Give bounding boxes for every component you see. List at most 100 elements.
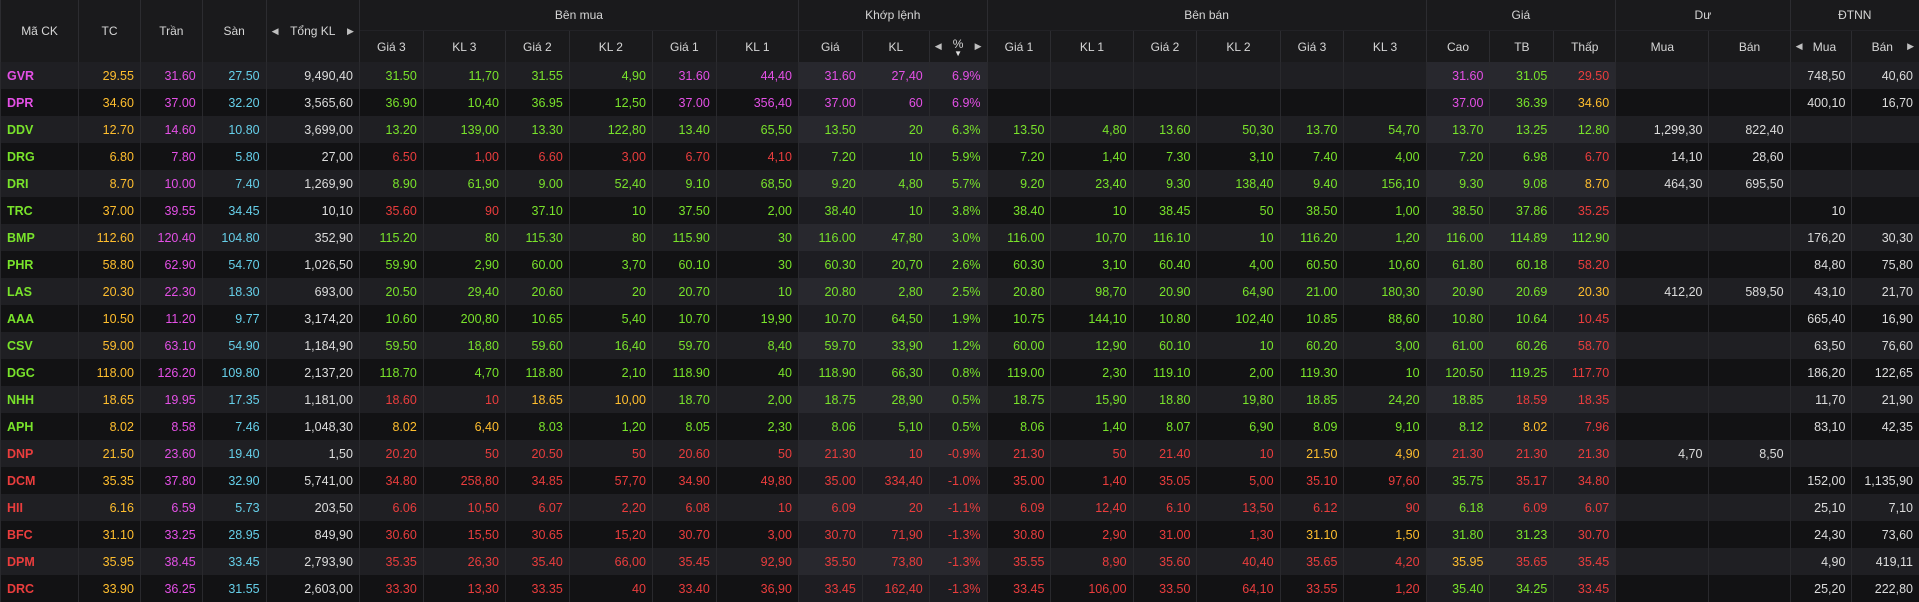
symbol-cell[interactable]: AAA [1,305,79,332]
ask-vol2-cell: 4,00 [1197,251,1280,278]
ask-vol3-header[interactable]: KL 3 [1344,31,1426,63]
bid-vol1-cell: 356,40 [716,89,798,116]
low-price-cell: 21.30 [1554,440,1616,467]
symbol-cell[interactable]: APH [1,413,79,440]
ask-price2-header[interactable]: Giá 2 [1133,31,1197,63]
bid-price3-cell: 8.90 [359,170,423,197]
col-floor-header[interactable]: Sàn [202,0,266,62]
foreign-buy-cell: 25,10 [1790,494,1852,521]
low-header[interactable]: Thấp [1554,31,1616,63]
remain-sell-cell [1709,548,1790,575]
foreign-buy-cell [1790,440,1852,467]
col-symbol-header[interactable]: Mã CK [1,0,79,62]
bid-vol2-header[interactable]: KL 2 [569,31,652,63]
col-ceiling-header[interactable]: Trần [140,0,202,62]
symbol-cell[interactable]: GVR [1,62,79,89]
symbol-cell[interactable]: LAS [1,278,79,305]
low-price-cell: 34.80 [1554,467,1616,494]
symbol-cell[interactable]: NHH [1,386,79,413]
ask-price1-cell: 20.80 [987,278,1051,305]
chevron-left-icon[interactable]: ◀ [272,26,279,37]
symbol-cell[interactable]: DPR [1,89,79,116]
symbol-cell[interactable]: HII [1,494,79,521]
match-percent-cell: 1.2% [929,332,987,359]
match-percent-cell: 0.5% [929,386,987,413]
remain-sell-header[interactable]: Bán [1709,31,1790,63]
col-total-volume-header[interactable]: ◀ Tổng KL ▶ [266,0,359,62]
ceiling-price-cell: 37.00 [140,89,202,116]
avg-price-cell: 20.69 [1490,278,1554,305]
ask-vol3-cell: 156,10 [1344,170,1426,197]
symbol-cell[interactable]: DRI [1,170,79,197]
high-header[interactable]: Cao [1426,31,1490,63]
symbol-cell[interactable]: PHR [1,251,79,278]
foreign-buy-cell: 400,10 [1790,89,1852,116]
match-volume-header[interactable]: KL [862,31,929,63]
chevron-right-icon[interactable]: ▶ [975,41,982,52]
ask-vol2-header[interactable]: KL 2 [1197,31,1280,63]
chevron-left-icon[interactable]: ◀ [935,41,942,52]
remain-buy-header[interactable]: Mua [1616,31,1709,63]
bid-price2-cell: 18.65 [505,386,569,413]
match-volume-cell: 20 [862,494,929,521]
symbol-cell[interactable]: TRC [1,197,79,224]
bid-vol3-header[interactable]: KL 3 [423,31,505,63]
foreign-sell-header[interactable]: Bán ▶ [1852,31,1919,63]
ask-vol1-cell: 3,10 [1051,251,1133,278]
symbol-cell[interactable]: DNP [1,440,79,467]
symbol-cell[interactable]: BFC [1,521,79,548]
bid-price1-header[interactable]: Giá 1 [652,31,716,63]
avg-price-cell: 31.05 [1490,62,1554,89]
symbol-cell[interactable]: DCM [1,467,79,494]
bid-price2-header[interactable]: Giá 2 [505,31,569,63]
symbol-cell[interactable]: DPM [1,548,79,575]
ask-vol1-cell [1051,62,1133,89]
match-percent-header[interactable]: ◀ % ▼ ▶ [929,31,987,63]
ask-vol1-cell: 15,90 [1051,386,1133,413]
foreign-buy-header[interactable]: ◀ Mua [1790,31,1852,63]
bid-price3-header[interactable]: Giá 3 [359,31,423,63]
price-group-header: Giá [1426,0,1616,31]
chevron-right-icon[interactable]: ▶ [347,26,354,37]
ask-price1-cell: 35.00 [987,467,1051,494]
symbol-cell[interactable]: DDV [1,116,79,143]
ceiling-price-cell: 11.20 [140,305,202,332]
symbol-cell[interactable]: DGC [1,359,79,386]
chevron-left-icon[interactable]: ◀ [1796,41,1803,52]
col-ref-header[interactable]: TC [79,0,141,62]
match-price-cell: 35.50 [798,548,862,575]
symbol-cell[interactable]: DRG [1,143,79,170]
match-price-header[interactable]: Giá [798,31,862,63]
total-volume-cell: 3,565,60 [266,89,359,116]
bid-price2-cell: 35.40 [505,548,569,575]
ask-price1-header[interactable]: Giá 1 [987,31,1051,63]
ask-vol1-header[interactable]: KL 1 [1051,31,1133,63]
ask-price3-header[interactable]: Giá 3 [1280,31,1344,63]
avg-header[interactable]: TB [1490,31,1554,63]
symbol-cell[interactable]: CSV [1,332,79,359]
chevron-right-icon[interactable]: ▶ [1907,41,1914,52]
bid-vol2-cell: 15,20 [569,521,652,548]
bid-vol1-header[interactable]: KL 1 [716,31,798,63]
symbol-cell[interactable]: BMP [1,224,79,251]
bid-vol2-cell: 52,40 [569,170,652,197]
